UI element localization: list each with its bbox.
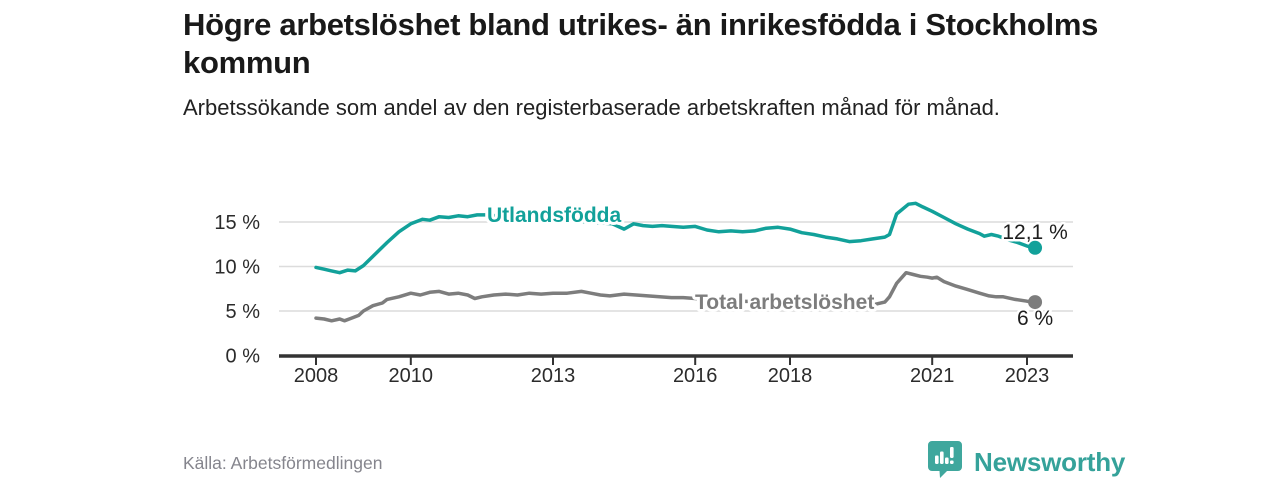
x-tick-label: 2021: [910, 365, 955, 387]
x-tick-label: 2008: [294, 365, 339, 387]
end-dot-total: [1028, 295, 1043, 310]
x-tick-label: 2023: [1005, 365, 1050, 387]
series-line-utlandsfodda: [314, 201, 1037, 275]
newsworthy-logo: Newsworthy: [928, 440, 1125, 484]
end-value-label-utlandsfodda: 12,1 %: [1002, 221, 1067, 244]
y-tick-label: 5 %: [226, 301, 261, 323]
series-label-utlandsfodda: Utlandsfödda: [487, 204, 621, 227]
page-subtitle: Arbetssökande som andel av den registerb…: [183, 95, 1000, 120]
y-tick-label: 0 %: [226, 346, 261, 368]
y-tick-label: 15 %: [214, 212, 260, 234]
series-line-total: [314, 270, 1037, 323]
x-tick-label: 2010: [389, 365, 434, 387]
x-tick-label: 2018: [768, 365, 813, 387]
page-title: Högre arbetslöshet bland utrikes- än inr…: [183, 7, 1099, 80]
x-tick-label: 2016: [673, 365, 718, 387]
source-note: Källa: Arbetsförmedlingen: [183, 453, 383, 473]
speech-bubble-bar-chart-icon: [928, 440, 964, 484]
y-tick-label: 10 %: [214, 257, 260, 279]
end-dot-utlandsfodda: [1028, 240, 1043, 255]
end-value-label-total: 6 %: [1017, 307, 1053, 330]
newsworthy-wordmark: Newsworthy: [974, 446, 1126, 477]
x-tick-label: 2013: [531, 365, 576, 387]
series-label-total: Total arbetslöshet: [695, 291, 874, 314]
